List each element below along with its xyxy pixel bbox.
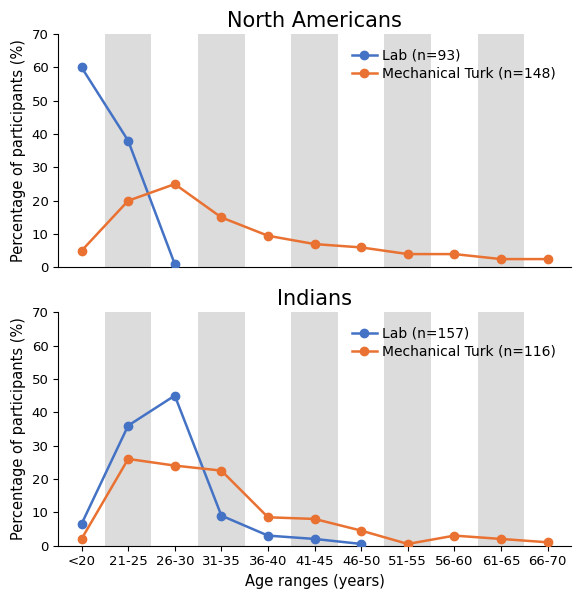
Mechanical Turk (n=116) — [498, 535, 505, 542]
Mechanical Turk (n=116) — [451, 532, 458, 539]
Line: Lab (n=93): Lab (n=93) — [77, 63, 179, 268]
Mechanical Turk (n=148) — [544, 256, 551, 263]
Line: Lab (n=157): Lab (n=157) — [77, 391, 365, 548]
Bar — [385, 34, 431, 268]
Lab (n=157) — [264, 532, 271, 539]
Mechanical Turk (n=116) — [311, 515, 318, 523]
Lab (n=157) — [78, 520, 85, 527]
Mechanical Turk (n=148) — [358, 244, 365, 251]
Mechanical Turk (n=148) — [78, 247, 85, 254]
Bar — [105, 34, 151, 268]
Title: North Americans: North Americans — [227, 11, 402, 31]
Line: Mechanical Turk (n=116): Mechanical Turk (n=116) — [77, 455, 552, 548]
Legend: Lab (n=93), Mechanical Turk (n=148): Lab (n=93), Mechanical Turk (n=148) — [349, 46, 559, 83]
Lab (n=157) — [218, 512, 225, 519]
Y-axis label: Percentage of participants (%): Percentage of participants (%) — [11, 39, 26, 262]
Mechanical Turk (n=116) — [544, 539, 551, 546]
Mechanical Turk (n=116) — [404, 541, 411, 548]
Mechanical Turk (n=116) — [125, 455, 132, 463]
Bar — [478, 34, 524, 268]
Bar — [291, 34, 338, 268]
Lab (n=93) — [125, 137, 132, 145]
Mechanical Turk (n=116) — [78, 535, 85, 542]
Bar — [478, 312, 524, 545]
Mechanical Turk (n=148) — [404, 250, 411, 257]
Bar — [385, 312, 431, 545]
Mechanical Turk (n=148) — [125, 197, 132, 205]
Bar — [105, 312, 151, 545]
Mechanical Turk (n=116) — [218, 467, 225, 474]
Bar — [198, 34, 244, 268]
Mechanical Turk (n=116) — [264, 514, 271, 521]
Mechanical Turk (n=148) — [218, 214, 225, 221]
Lab (n=93) — [171, 260, 178, 268]
Lab (n=157) — [358, 541, 365, 548]
Line: Mechanical Turk (n=148): Mechanical Turk (n=148) — [77, 180, 552, 263]
Lab (n=93) — [78, 64, 85, 71]
Mechanical Turk (n=148) — [311, 241, 318, 248]
Mechanical Turk (n=148) — [451, 250, 458, 257]
Bar — [198, 312, 244, 545]
X-axis label: Age ranges (years): Age ranges (years) — [244, 574, 385, 589]
Lab (n=157) — [311, 535, 318, 542]
Mechanical Turk (n=116) — [358, 527, 365, 534]
Mechanical Turk (n=148) — [264, 232, 271, 239]
Title: Indians: Indians — [277, 289, 352, 310]
Y-axis label: Percentage of participants (%): Percentage of participants (%) — [11, 317, 26, 541]
Mechanical Turk (n=148) — [498, 256, 505, 263]
Mechanical Turk (n=116) — [171, 462, 178, 469]
Legend: Lab (n=157), Mechanical Turk (n=116): Lab (n=157), Mechanical Turk (n=116) — [349, 324, 559, 362]
Bar — [291, 312, 338, 545]
Mechanical Turk (n=148) — [171, 181, 178, 188]
Lab (n=157) — [125, 422, 132, 429]
Lab (n=157) — [171, 392, 178, 399]
